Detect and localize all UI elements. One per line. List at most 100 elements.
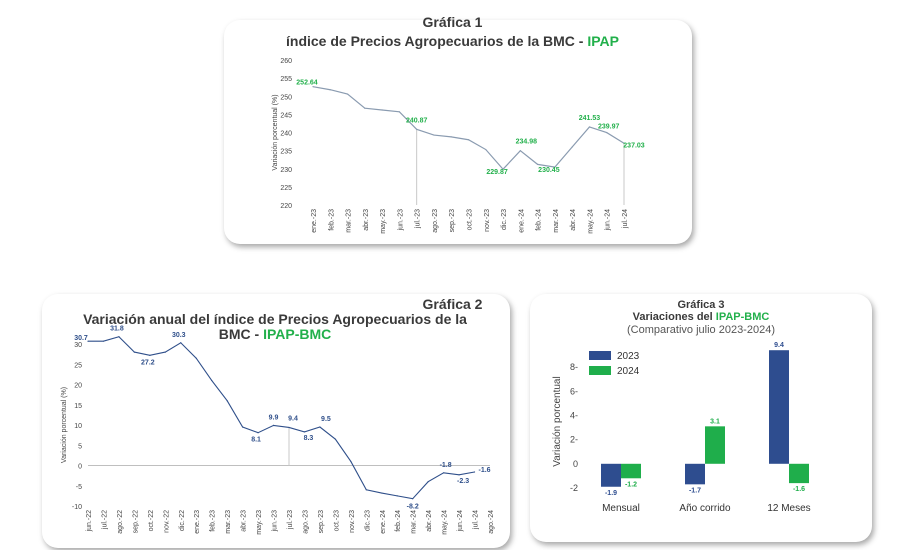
y-tick-label: 245 bbox=[280, 112, 292, 119]
data-label: 237.03 bbox=[623, 142, 645, 149]
bar bbox=[769, 350, 789, 464]
x-tick-label: oct.-23 bbox=[467, 209, 474, 231]
data-label: -1.6 bbox=[479, 467, 491, 474]
x-tick-label: ago.-23 bbox=[432, 209, 439, 233]
data-point bbox=[133, 351, 135, 353]
y-tick-label: 15 bbox=[74, 403, 82, 410]
data-point bbox=[149, 354, 151, 356]
x-tick-label: jul.-22 bbox=[101, 510, 108, 530]
data-point bbox=[396, 495, 398, 497]
data-label: 9.4 bbox=[288, 415, 298, 422]
x-tick-label: jul.-24 bbox=[473, 510, 480, 530]
chart2-title-main: BMC - bbox=[218, 326, 264, 342]
chart1-title-main: índice de Precios Agropecuarios de la BM… bbox=[286, 33, 588, 49]
data-point bbox=[450, 136, 452, 138]
chart-card-1 bbox=[224, 20, 692, 244]
x-tick-label: jul.-23 bbox=[415, 209, 422, 229]
data-point bbox=[416, 128, 418, 130]
data-point bbox=[554, 166, 556, 168]
data-point bbox=[571, 146, 573, 148]
chart2-title-line2: BMC - IPAP-BMC bbox=[40, 327, 510, 342]
chart3-title: Variaciones del IPAP-BMC bbox=[530, 311, 872, 323]
x-tick-label: sep.-23 bbox=[449, 209, 456, 232]
x-tick-label: may.-23 bbox=[380, 209, 387, 234]
y-tick-label: 10 bbox=[74, 423, 82, 430]
legend-swatch bbox=[589, 351, 611, 360]
x-tick-label: dic.-23 bbox=[364, 510, 371, 531]
y-tick-label: 4- bbox=[570, 410, 578, 420]
data-point bbox=[87, 340, 89, 342]
data-label: 9.5 bbox=[321, 416, 331, 423]
y-tick-label: 6- bbox=[570, 386, 578, 396]
chart2-title-highlight: IPAP-BMC bbox=[263, 326, 332, 342]
data-label: 3.1 bbox=[710, 418, 720, 425]
x-tick-label: abr.-24 bbox=[570, 209, 577, 231]
data-point bbox=[303, 431, 306, 433]
data-label: -2.3 bbox=[457, 478, 469, 485]
data-point bbox=[519, 150, 521, 152]
data-label: 27.2 bbox=[141, 359, 155, 366]
y-tick-label: 0 bbox=[78, 464, 82, 471]
data-point bbox=[381, 109, 383, 111]
chart1-title: índice de Precios Agropecuarios de la BM… bbox=[0, 34, 905, 49]
data-point bbox=[364, 107, 366, 109]
data-label: 240.87 bbox=[406, 117, 428, 124]
data-point bbox=[606, 132, 608, 134]
data-label: 234.98 bbox=[516, 139, 538, 146]
y-tick-label: 250 bbox=[280, 94, 292, 101]
x-tick-label: nov.-22 bbox=[163, 510, 170, 533]
y-tick-label: 230 bbox=[280, 167, 292, 174]
data-point bbox=[288, 426, 290, 429]
x-tick-label: may.-24 bbox=[587, 209, 594, 234]
chart3-subtitle: (Comparativo julio 2023-2024) bbox=[627, 324, 775, 336]
data-point bbox=[312, 86, 314, 88]
x-tick-label: ago.-22 bbox=[117, 510, 124, 534]
y-tick-label: 260 bbox=[280, 58, 292, 65]
chart1-title-highlight: IPAP bbox=[587, 33, 619, 49]
x-tick-label: mar.-23 bbox=[346, 209, 353, 233]
x-tick-label: ago.-23 bbox=[302, 510, 309, 534]
x-tick-label: ene.-24 bbox=[518, 209, 525, 233]
y-tick-label: -2 bbox=[570, 483, 578, 493]
data-label: 30.3 bbox=[172, 332, 186, 339]
x-tick-label: Año corrido bbox=[679, 503, 731, 514]
y-tick-label: 5 bbox=[78, 443, 82, 450]
data-label: 252.64 bbox=[296, 80, 318, 87]
y-tick-label: 255 bbox=[280, 76, 292, 83]
chart-card-3 bbox=[530, 294, 872, 542]
data-point bbox=[398, 111, 400, 113]
data-label: -1.2 bbox=[625, 481, 637, 488]
series-line bbox=[88, 336, 475, 500]
x-tick-label: jun.-23 bbox=[272, 510, 279, 533]
y-tick-label: 30 bbox=[74, 342, 82, 349]
x-tick-label: nov.-23 bbox=[484, 209, 491, 232]
x-tick-label: jul.-24 bbox=[622, 209, 629, 229]
chart2-label: Gráfica 2 bbox=[422, 296, 483, 312]
x-tick-label: dic.-23 bbox=[501, 209, 508, 230]
x-tick-label: jul.-23 bbox=[287, 510, 294, 530]
y-tick-label: 25 bbox=[74, 362, 82, 369]
data-point bbox=[458, 474, 460, 476]
x-tick-label: ene.-24 bbox=[380, 510, 387, 534]
x-tick-label: jun.-24 bbox=[457, 510, 464, 533]
data-label: 31.8 bbox=[110, 326, 124, 333]
data-point bbox=[118, 336, 120, 338]
data-point bbox=[350, 460, 352, 463]
x-tick-label: ago.-24 bbox=[488, 510, 495, 534]
data-point bbox=[381, 492, 383, 494]
x-tick-label: Mensual bbox=[602, 503, 640, 514]
chart-card-2 bbox=[42, 294, 510, 548]
bar bbox=[685, 463, 705, 485]
chart2-title-line1: Variación anual del índice de Precios Ag… bbox=[83, 311, 467, 327]
data-label: -1.6 bbox=[793, 486, 805, 493]
chart1-label: Gráfica 1 bbox=[422, 14, 483, 30]
bar bbox=[789, 463, 809, 484]
chart3-title-highlight: IPAP-BMC bbox=[715, 311, 770, 323]
x-tick-label: abr.-23 bbox=[241, 510, 248, 532]
y-tick-label: 0 bbox=[573, 459, 578, 469]
data-point bbox=[623, 142, 625, 144]
x-tick-label: jun.-22 bbox=[86, 510, 93, 533]
x-tick-label: oct.-22 bbox=[148, 510, 155, 532]
